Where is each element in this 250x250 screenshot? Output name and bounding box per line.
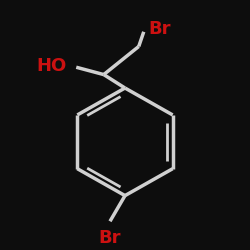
Text: Br: Br — [149, 20, 171, 38]
Text: HO: HO — [36, 57, 66, 75]
Text: Br: Br — [99, 228, 121, 246]
